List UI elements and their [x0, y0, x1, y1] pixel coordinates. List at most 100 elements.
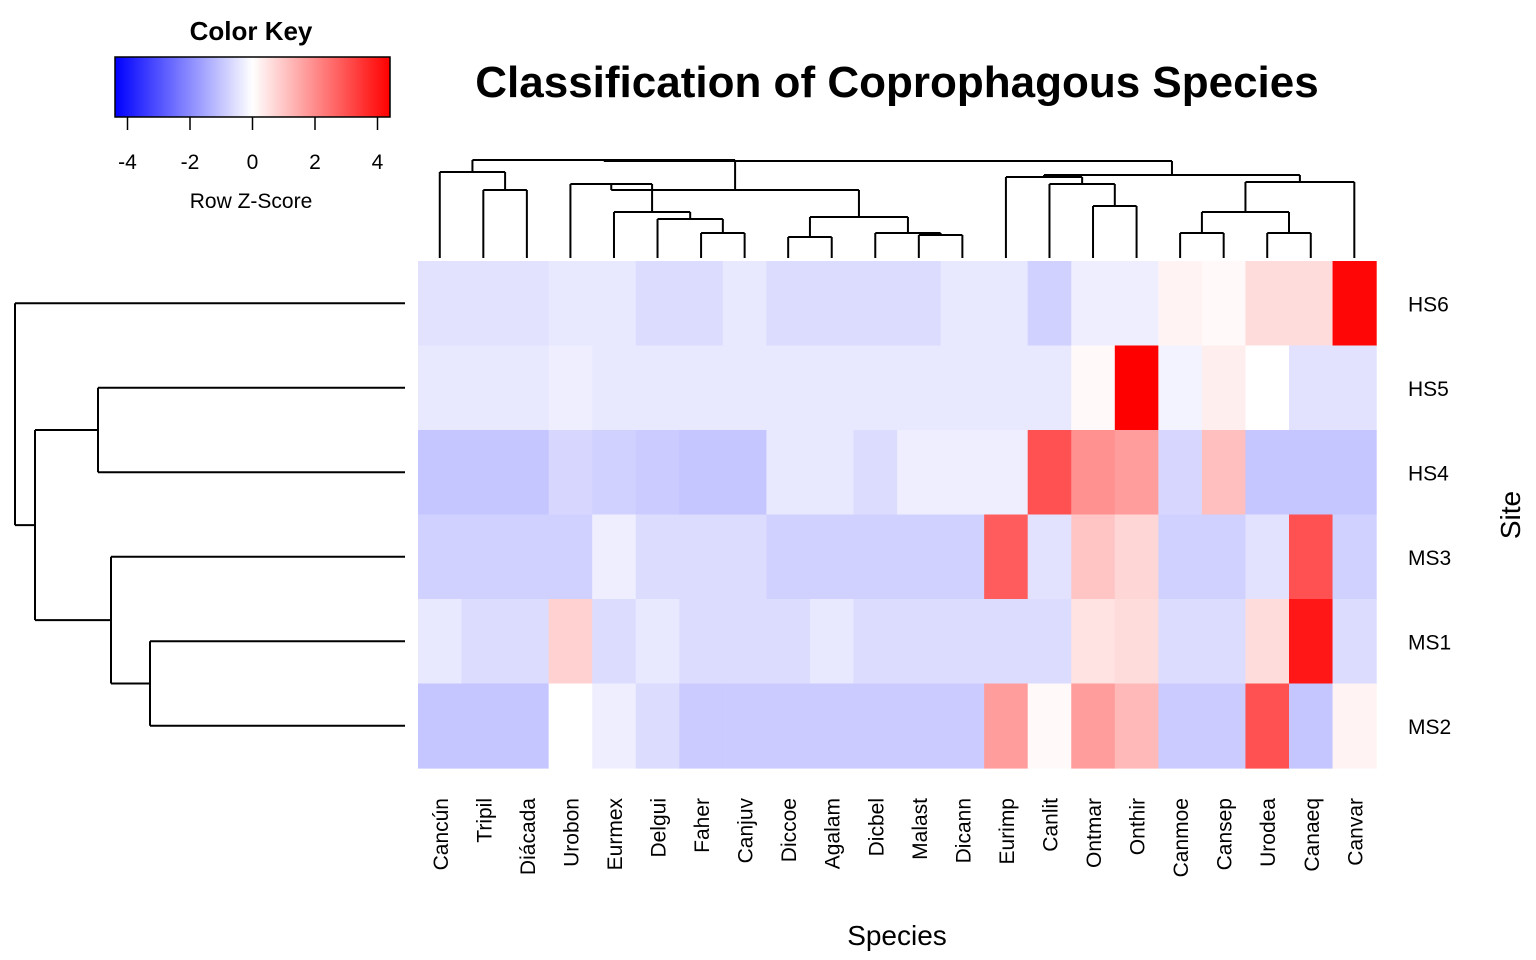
heatmap-cell	[940, 599, 985, 685]
heatmap-cell	[1289, 345, 1334, 431]
heatmap-cell	[1245, 261, 1290, 347]
heatmap-cell	[505, 599, 550, 685]
heatmap-cell	[635, 599, 680, 685]
heatmap-cell	[722, 683, 767, 769]
heatmap-cell	[461, 514, 506, 600]
heatmap-cell	[1201, 599, 1247, 685]
heatmap-cell	[635, 345, 680, 431]
heatmap-cell	[679, 514, 724, 600]
column-label: Canlit	[1039, 798, 1062, 852]
heatmap-cell	[418, 599, 463, 685]
heatmap-cell	[1027, 514, 1072, 600]
heatmap-cell	[809, 261, 855, 347]
heatmap-cell	[853, 599, 898, 685]
heatmap-cell	[853, 430, 898, 516]
heatmap-cell	[1158, 514, 1203, 600]
column-label: Cansep	[1214, 798, 1237, 870]
heatmap-cell	[722, 514, 767, 600]
heatmap-cell	[984, 683, 1029, 769]
heatmap-cell	[418, 261, 463, 347]
color-key-tick-label: -4	[118, 151, 137, 174]
heatmap-cell	[1245, 514, 1290, 600]
heatmap-cell	[853, 683, 898, 769]
heatmap-cell	[548, 345, 593, 431]
heatmap-cell	[1071, 599, 1116, 685]
heatmap-cell	[592, 599, 637, 685]
heatmap-cell	[809, 345, 855, 431]
heatmap-cell	[461, 599, 506, 685]
heatmap-cell	[1332, 430, 1377, 516]
heatmap-cell	[635, 430, 680, 516]
heatmap-cell	[853, 514, 898, 600]
color-key-label: Row Z-Score	[190, 190, 313, 213]
color-key-title: Color Key	[190, 16, 313, 46]
color-key-tick-label: 0	[247, 151, 259, 174]
column-label: Canvar	[1344, 798, 1367, 866]
heatmap-cell	[548, 683, 593, 769]
heatmap-cell	[1071, 514, 1116, 600]
y-axis-label: Site	[1495, 491, 1526, 539]
heatmap-cell	[1071, 683, 1116, 769]
column-label: Urobon	[560, 798, 583, 867]
heatmap-cell	[505, 261, 550, 347]
heatmap-cell	[461, 430, 506, 516]
heatmap-cell	[1332, 599, 1377, 685]
heatmap-cell	[940, 683, 985, 769]
heatmap-cell	[722, 430, 767, 516]
column-label: Eurimp	[996, 798, 1019, 865]
heatmap-cell	[1114, 683, 1159, 769]
heatmap-cell	[766, 514, 811, 600]
heatmap-cell	[418, 683, 463, 769]
heatmap-cell	[1158, 261, 1203, 347]
heatmap-cell	[897, 683, 942, 769]
heatmap-cell	[548, 599, 593, 685]
row-label: HS4	[1408, 462, 1449, 485]
column-label: Malast	[909, 798, 932, 860]
row-label: MS2	[1408, 716, 1451, 739]
heatmap-cell	[809, 514, 855, 600]
heatmap-cell	[1201, 514, 1247, 600]
color-key-gradient	[114, 56, 391, 118]
heatmap-cell	[984, 430, 1029, 516]
heatmap-cell	[1201, 430, 1247, 516]
heatmap-cell	[679, 599, 724, 685]
heatmap-cell	[1114, 345, 1159, 431]
color-key-tick-label: 2	[309, 151, 321, 174]
heatmap-cell	[1289, 514, 1334, 600]
heatmap-cell	[679, 261, 724, 347]
heatmap-cell	[505, 514, 550, 600]
column-label: Eurmex	[604, 798, 627, 871]
heatmap-cell	[1071, 345, 1116, 431]
heatmap-cell	[766, 345, 811, 431]
column-labels: Cancún Tripil Diácada Urobon Eurmex Delgui Fah…	[430, 798, 1368, 878]
heatmap-cell	[635, 683, 680, 769]
heatmap-cell	[1114, 430, 1159, 516]
column-label: Canjuv	[735, 798, 758, 864]
heatmap-cell	[1071, 261, 1116, 347]
column-label: Cancún	[430, 798, 453, 870]
heatmap-cell	[940, 345, 985, 431]
heatmap-cell	[461, 345, 506, 431]
heatmap-cell	[984, 261, 1029, 347]
heatmap-cell	[766, 430, 811, 516]
heatmap-cell	[897, 514, 942, 600]
heatmap-cell	[505, 345, 550, 431]
column-dendrogram	[438, 159, 1356, 258]
heatmap-cell	[1289, 683, 1334, 769]
heatmap-cell	[1332, 514, 1377, 600]
heatmap-cell	[984, 514, 1029, 600]
heatmap-cell	[1245, 683, 1290, 769]
heatmap-cell	[809, 683, 855, 769]
heatmap-cell	[635, 514, 680, 600]
heatmap-cell	[1201, 683, 1247, 769]
heatmap-cell	[635, 261, 680, 347]
column-label: Faher	[691, 798, 714, 853]
heatmap-cell	[1027, 430, 1072, 516]
heatmap-cell	[722, 261, 767, 347]
heatmap-cell	[984, 345, 1029, 431]
column-label: Tripil	[473, 798, 496, 843]
column-label: Agalam	[822, 798, 845, 869]
heatmap-cell	[766, 683, 811, 769]
heatmap-cell	[418, 345, 463, 431]
